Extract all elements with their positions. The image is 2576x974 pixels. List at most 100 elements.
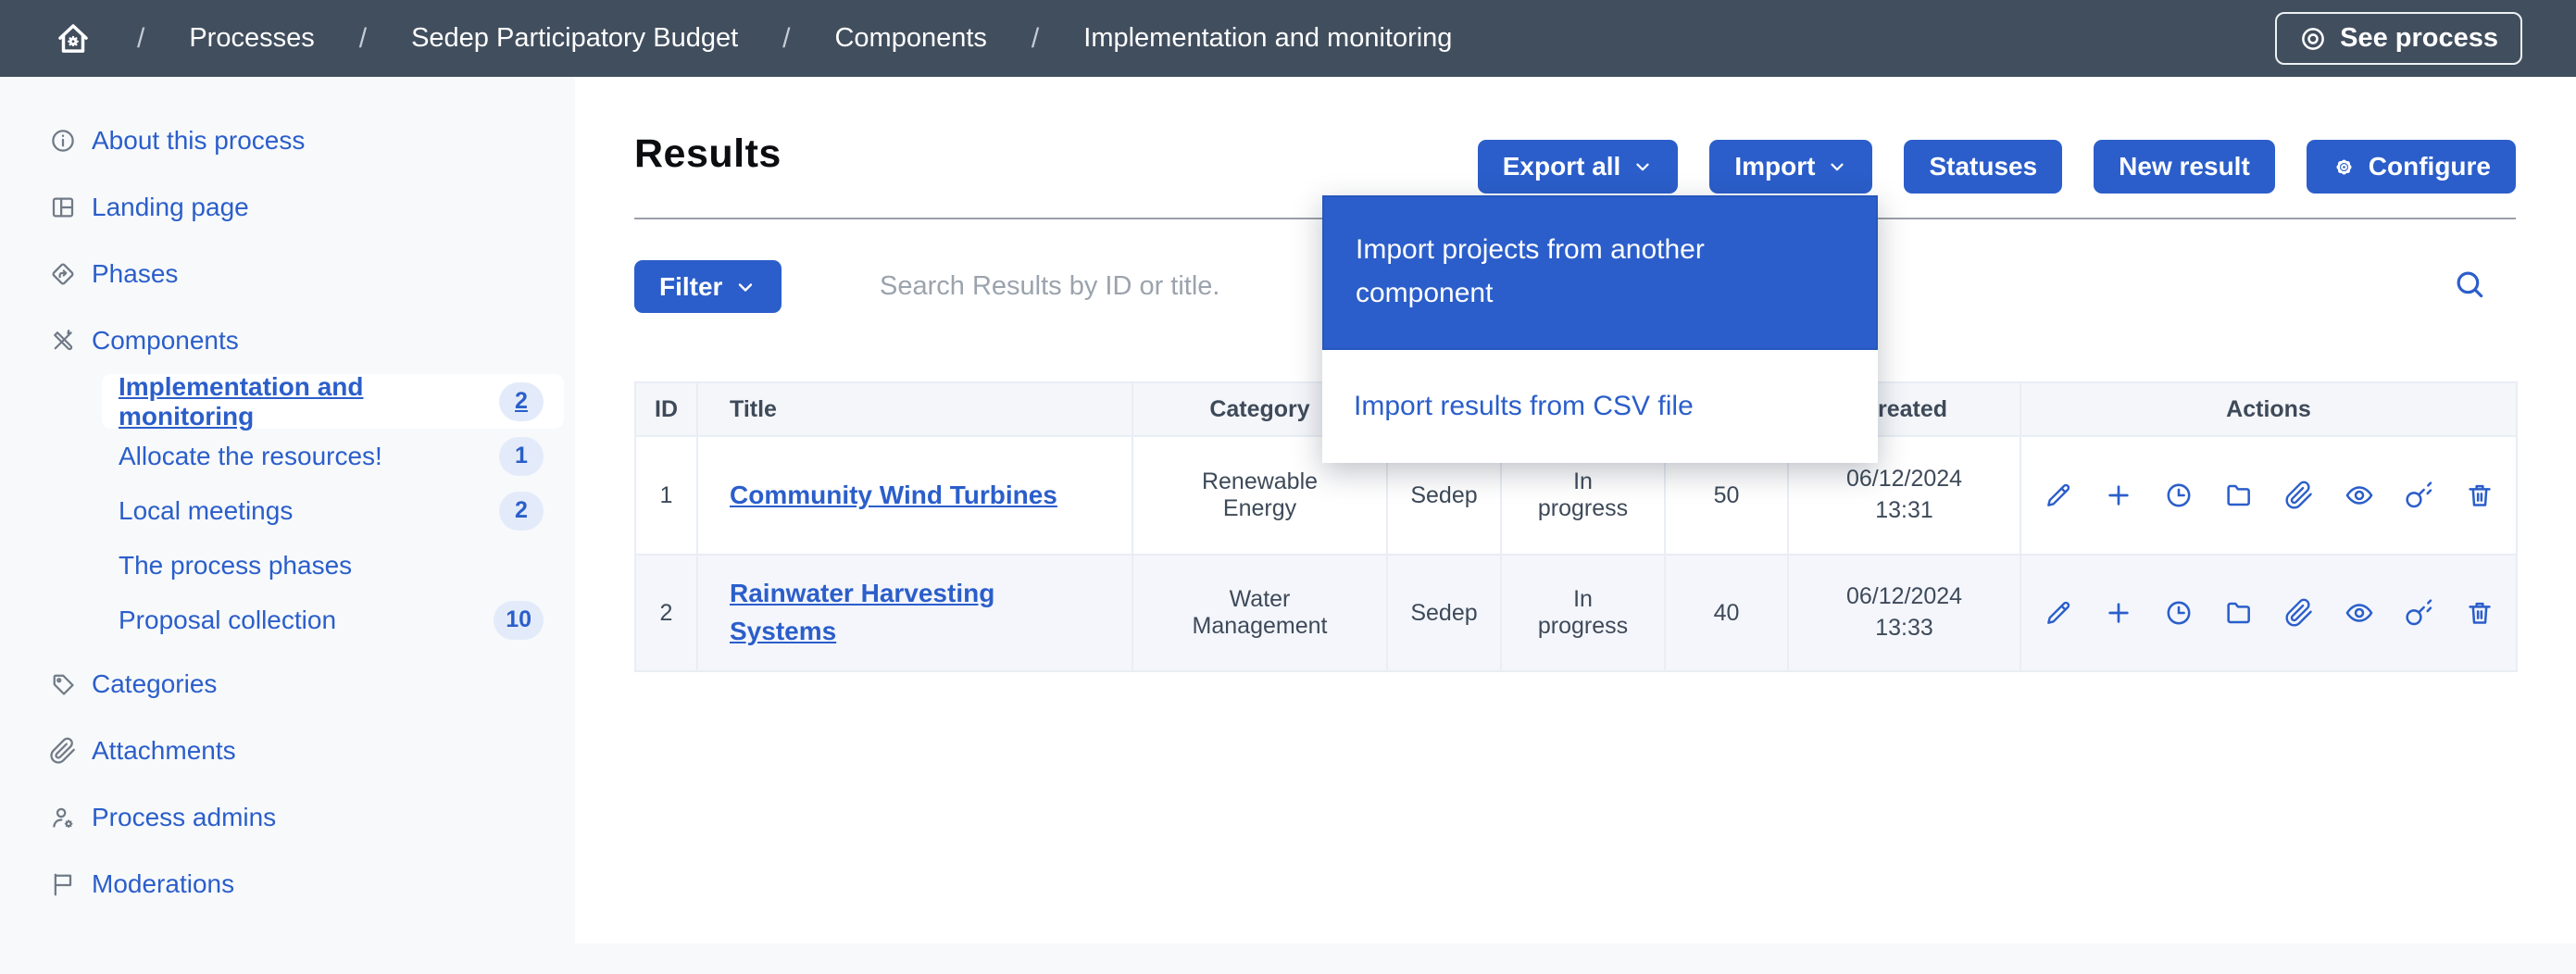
sidebar-subitem-implementation-and-monitoring[interactable]: Implementation and monitoring 2 [102,371,564,431]
created-time: 13:33 [1875,615,1933,641]
page-title: Results [634,131,782,176]
search-icon[interactable] [2452,267,2487,302]
sidebar-subitem-label: The process phases [119,550,353,580]
sidebar-item-phases[interactable]: Phases [0,241,575,307]
sidebar-item-about[interactable]: About this process [0,107,575,174]
breadcrumb-processes[interactable]: Processes [189,23,315,53]
filter-button[interactable]: Filter [634,260,782,313]
created-date: 06/12/2024 [1845,466,1963,493]
tag-icon [49,670,77,698]
breadcrumb-separator: / [137,22,145,54]
count-badge: 2 [499,381,544,421]
sidebar-subitem-proposal-collection[interactable]: Proposal collection 10 [102,593,564,647]
tools-icon [49,327,77,355]
breadcrumb-process-title[interactable]: Sedep Participatory Budget [411,23,739,53]
sidebar-item-label: Landing page [92,193,249,221]
header-title: Title [696,381,1133,437]
sidebar-subitem-the-process-phases[interactable]: The process phases [102,538,564,593]
new-result-button[interactable]: New result [2094,140,2275,194]
sidebar-item-categories[interactable]: Categories [0,651,575,718]
add-icon[interactable] [2104,481,2133,510]
new-result-label: New result [2119,152,2250,181]
created-date: 06/12/2024 [1845,583,1963,610]
edit-icon[interactable] [2044,598,2073,628]
chevron-down-icon [1831,163,1844,171]
timeline-clock-icon[interactable] [2164,481,2194,510]
preview-eye-icon[interactable] [2345,598,2374,628]
flag-icon [49,870,77,898]
projects-folder-icon[interactable] [2224,481,2254,510]
sidebar-item-landing-page[interactable]: Landing page [0,174,575,241]
info-icon [49,127,77,155]
sidebar-subitem-local-meetings[interactable]: Local meetings 2 [102,483,564,538]
chevron-down-icon [1636,163,1649,171]
cell-category: Water Management [1132,554,1388,672]
sidebar-subitem-label: Allocate the resources! [119,441,382,470]
statuses-button[interactable]: Statuses [1904,140,2063,194]
gear-icon [2335,158,2352,175]
toolbar: Export all Import Statuses New result Co… [1477,140,2516,194]
delete-trash-icon[interactable] [2465,598,2495,628]
count-badge: 10 [494,600,544,640]
add-icon[interactable] [2104,598,2133,628]
topbar: / Processes / Sedep Participatory Budget… [0,0,2576,77]
configure-button[interactable]: Configure [2306,140,2516,194]
export-all-button[interactable]: Export all [1477,140,1679,194]
header-id: ID [634,381,698,437]
paperclip-icon [49,737,77,765]
header-actions: Actions [2020,381,2518,437]
import-button[interactable]: Import [1709,140,1873,194]
delete-trash-icon[interactable] [2465,481,2495,510]
phases-diamond-icon [49,260,77,288]
sidebar-item-label: Phases [92,259,179,288]
sidebar-item-label: Moderations [92,869,235,898]
attachments-paperclip-icon[interactable] [2284,598,2314,628]
sidebar-subitem-allocate-the-resources[interactable]: Allocate the resources! 1 [102,429,564,483]
breadcrumb-separator: / [782,22,791,54]
chevron-down-icon [739,282,753,292]
layout-icon [49,194,77,221]
breadcrumb-separator: / [358,22,368,54]
breadcrumb-current-component[interactable]: Implementation and monitoring [1083,23,1453,53]
sidebar-subitem-label: Implementation and monitoring [119,371,364,431]
cell-id: 2 [634,554,698,672]
result-title-link[interactable]: Community Wind Turbines [730,480,1057,509]
menu-item-import-csv[interactable]: Import results from CSV file [1354,391,1694,421]
preview-eye-icon[interactable] [2345,481,2374,510]
breadcrumb-components[interactable]: Components [834,23,987,53]
user-gear-icon [49,804,77,831]
sidebar-item-process-admins[interactable]: Process admins [0,784,575,851]
cell-scope: Sedep [1386,554,1502,672]
cell-created: 06/12/2024 13:33 [1787,554,2021,672]
permissions-key-icon[interactable] [2405,598,2434,628]
table-row: 2 Rainwater Harvesting Systems Water Man… [634,554,2518,672]
sidebar-item-label: Components [92,326,239,355]
result-title-link[interactable]: Rainwater Harvesting Systems [730,579,995,645]
import-dropdown-menu: Import projects from another component I… [1322,195,1878,463]
configure-label: Configure [2368,152,2491,181]
menu-item-import-projects[interactable]: Import projects from another component [1322,195,1878,350]
cell-created: 06/12/2024 13:31 [1787,435,2021,556]
count-badge: 2 [499,491,544,531]
home-icon[interactable] [54,19,93,58]
timeline-clock-icon[interactable] [2164,598,2194,628]
sidebar-item-moderations[interactable]: Moderations [0,851,575,918]
count-badge: 1 [499,436,544,476]
sidebar: About this process Landing page Phases C… [0,77,575,918]
sidebar-item-attachments[interactable]: Attachments [0,718,575,784]
sidebar-subitem-label: Local meetings [119,495,294,525]
see-process-label: See process [2340,23,2498,53]
sidebar-item-label: Process admins [92,803,277,831]
sidebar-item-components[interactable]: Components [0,307,575,374]
attachments-paperclip-icon[interactable] [2284,481,2314,510]
sidebar-item-label: About this process [92,126,306,155]
created-time: 13:31 [1875,497,1933,523]
permissions-key-icon[interactable] [2405,481,2434,510]
sidebar-item-label: Attachments [92,736,236,765]
edit-icon[interactable] [2044,481,2073,510]
projects-folder-icon[interactable] [2224,598,2254,628]
statuses-label: Statuses [1929,152,2038,181]
cell-actions [2020,435,2518,556]
see-process-button[interactable]: See process [2275,12,2522,65]
